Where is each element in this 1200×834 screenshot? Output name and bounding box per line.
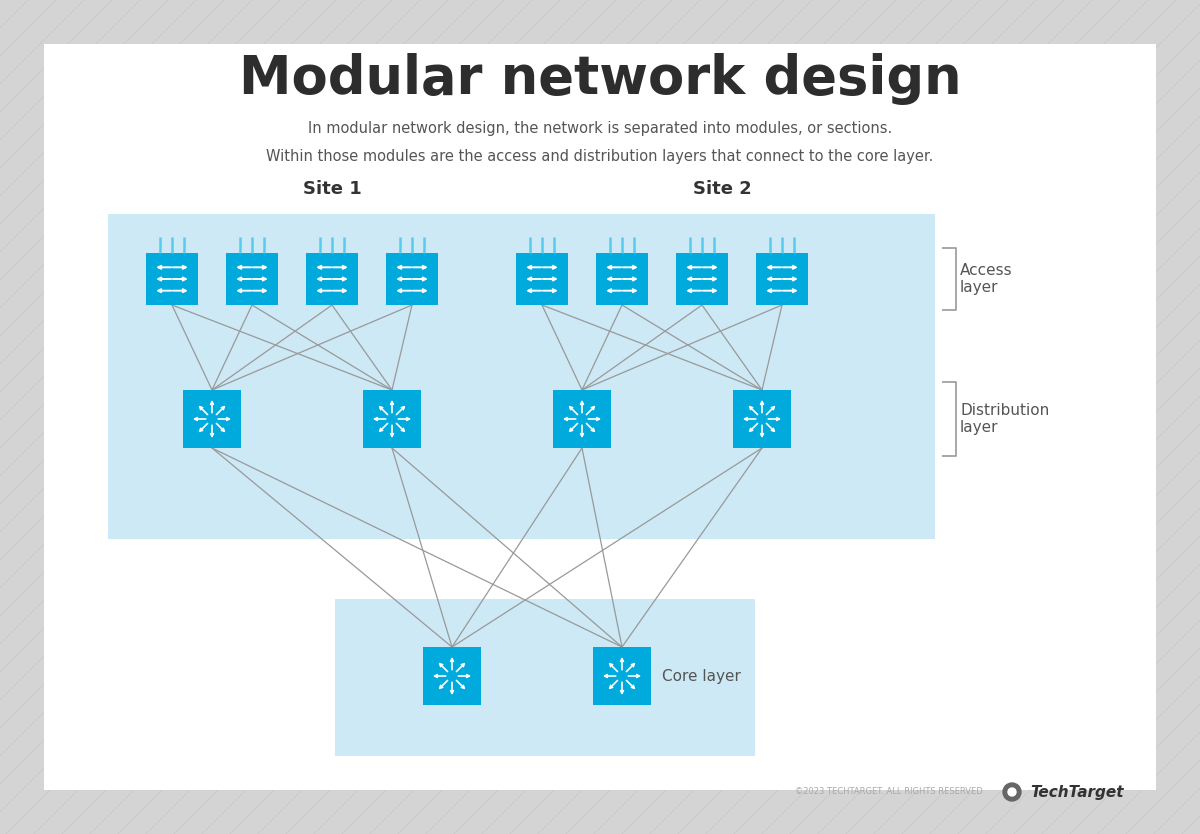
Text: ©2023 TECHTARGET. ALL RIGHTS RESERVED: ©2023 TECHTARGET. ALL RIGHTS RESERVED: [796, 787, 983, 796]
FancyBboxPatch shape: [733, 390, 791, 448]
Text: Site 2: Site 2: [692, 180, 751, 198]
FancyBboxPatch shape: [364, 390, 421, 448]
FancyBboxPatch shape: [108, 214, 554, 539]
FancyBboxPatch shape: [44, 44, 1156, 790]
Circle shape: [1003, 783, 1021, 801]
FancyBboxPatch shape: [516, 253, 568, 305]
FancyBboxPatch shape: [593, 647, 650, 705]
Text: Modular network design: Modular network design: [239, 53, 961, 105]
Text: Distribution
layer: Distribution layer: [960, 403, 1049, 435]
FancyBboxPatch shape: [756, 253, 808, 305]
FancyBboxPatch shape: [226, 253, 278, 305]
Text: In modular network design, the network is separated into modules, or sections.: In modular network design, the network i…: [308, 122, 892, 137]
Text: Access
layer: Access layer: [960, 263, 1013, 295]
Text: Within those modules are the access and distribution layers that connect to the : Within those modules are the access and …: [266, 149, 934, 164]
Text: TechTarget: TechTarget: [1030, 785, 1123, 800]
Text: Site 1: Site 1: [302, 180, 361, 198]
FancyBboxPatch shape: [488, 214, 935, 539]
FancyBboxPatch shape: [182, 390, 241, 448]
FancyBboxPatch shape: [386, 253, 438, 305]
Circle shape: [1008, 788, 1016, 796]
FancyBboxPatch shape: [146, 253, 198, 305]
FancyBboxPatch shape: [335, 599, 755, 756]
FancyBboxPatch shape: [553, 390, 611, 448]
FancyBboxPatch shape: [596, 253, 648, 305]
FancyBboxPatch shape: [306, 253, 358, 305]
Text: Core layer: Core layer: [662, 669, 740, 684]
FancyBboxPatch shape: [422, 647, 481, 705]
FancyBboxPatch shape: [676, 253, 728, 305]
